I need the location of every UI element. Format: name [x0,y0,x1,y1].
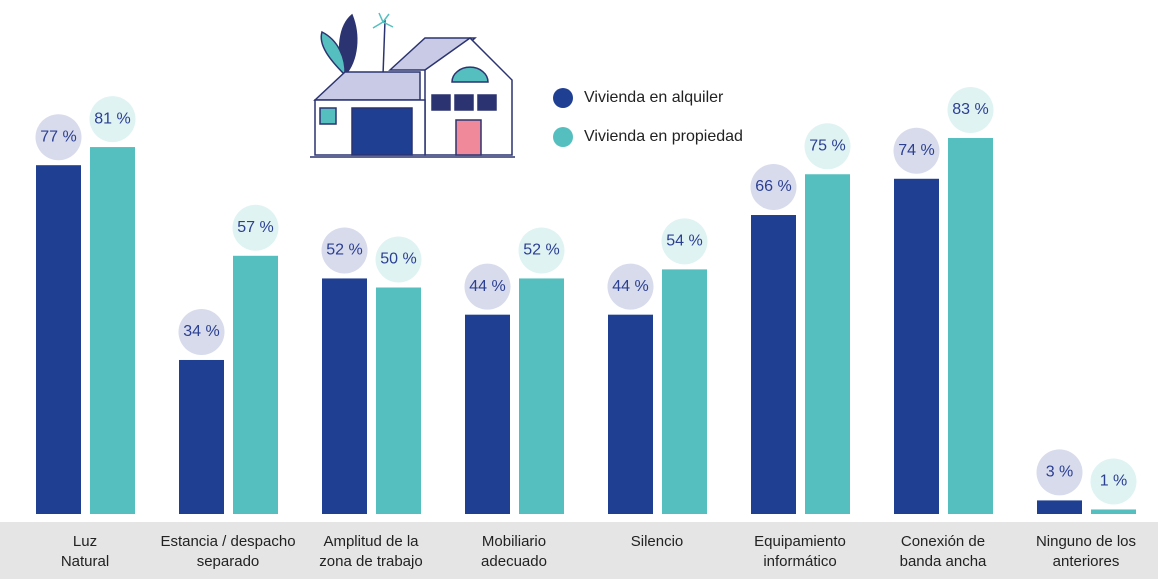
x-tick-label: Conexión de banda ancha [899,533,987,570]
value-label: 74 % [898,142,934,159]
value-label: 54 % [666,233,702,250]
value-label: 81 % [94,110,130,127]
value-label: 75 % [809,137,845,154]
value-bubble [178,308,225,355]
value-bubble [464,263,511,310]
bar [322,278,367,514]
bar [90,147,135,514]
value-bubble [35,114,82,161]
value-bubble [321,227,368,274]
category-band [0,522,1158,579]
value-bubble [661,218,708,265]
value-bubble [750,164,797,211]
value-bubble [375,236,422,283]
value-bubble [1036,449,1083,496]
bar [179,359,224,514]
value-label: 1 % [1100,473,1128,490]
bar [751,215,796,514]
value-label: 34 % [183,323,219,340]
bar [36,165,81,514]
x-tick-label: Equipamiento informático [754,533,846,570]
bar [1037,500,1082,514]
bar [233,255,278,515]
x-tick-label: Estancia / despacho separado [160,533,296,570]
value-bubble [947,87,994,134]
value-label: 44 % [469,278,505,295]
value-label: 50 % [380,251,416,268]
value-label: 3 % [1046,464,1074,481]
value-bubble [518,227,565,274]
x-tick-label: Ninguno de los anteriores [1035,533,1137,570]
bar [519,278,564,514]
legend-swatch [553,127,573,147]
value-label: 66 % [755,178,791,195]
legend-swatch [553,88,573,108]
value-bubble [893,127,940,174]
bar [608,314,653,514]
value-label: 83 % [952,101,988,118]
value-label: 77 % [40,128,76,145]
bar [662,269,707,514]
bar [465,314,510,514]
x-tick-label: Amplitud de la zona de trabajo [319,533,423,570]
legend-label: Vivienda en alquiler [584,89,724,106]
value-bubble [1090,458,1137,505]
value-label: 52 % [326,242,362,259]
bar [805,174,850,514]
bar [1091,509,1136,514]
x-tick-label: Silencio [630,533,684,550]
value-label: 52 % [523,242,559,259]
value-bubble [232,204,279,251]
value-bubble [607,263,654,310]
value-bubble [804,123,851,170]
house-illustration [310,12,515,158]
bar [948,138,993,514]
legend-label: Vivienda en propiedad [584,128,743,145]
bar [376,287,421,514]
value-label: 57 % [237,219,273,236]
x-tick-label: Mobiliario adecuado [481,533,547,570]
value-label: 44 % [612,278,648,295]
value-bubble [89,96,136,143]
x-tick-label: Luz Natural [60,533,110,570]
bar [894,178,939,514]
